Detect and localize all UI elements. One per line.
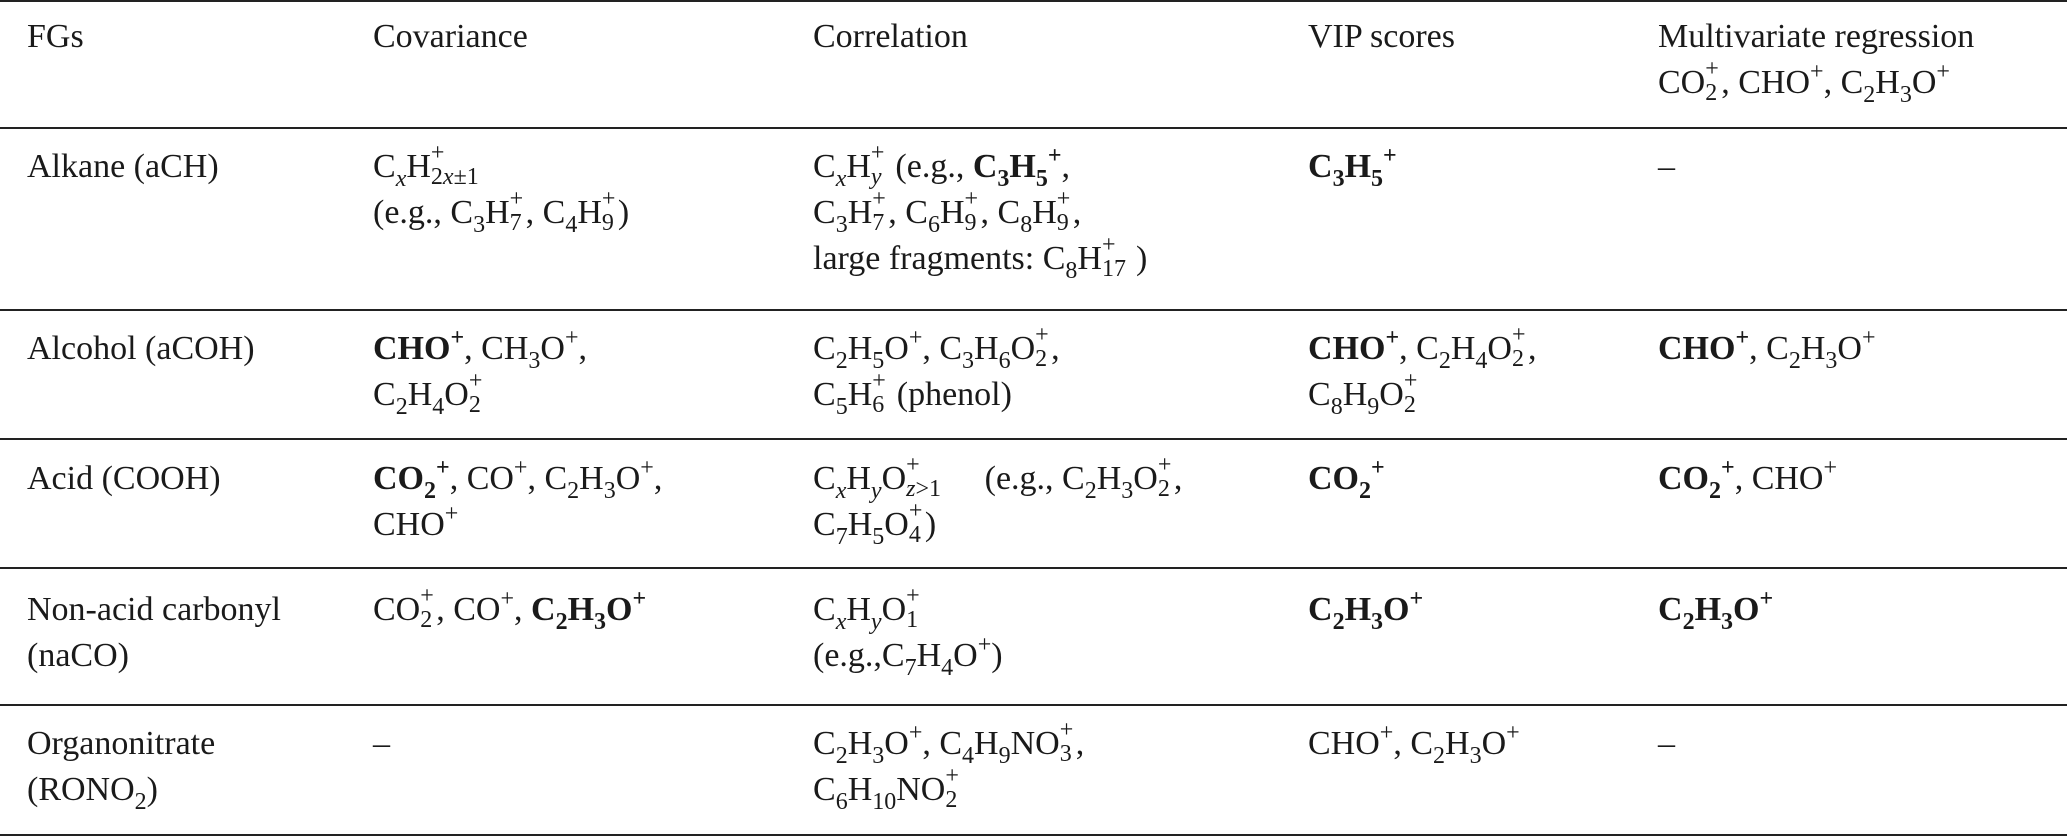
row-organonitrate-fg: Organonitrate (RONO2) [27, 725, 216, 815]
row-alcohol-correlation: C2H5O+, C3H6O +2, C5H +6 (phenol) [813, 322, 1060, 420]
row-acid-fg: Acid (COOH) [27, 460, 221, 497]
row-alkane-vip: C3H5+ [1308, 143, 1397, 192]
row-rule [0, 309, 2067, 311]
header-covariance: Covariance [373, 18, 528, 55]
row-alkane-mvr: – [1658, 148, 1675, 185]
row-alkane-correlation: CxH + y (e.g., C3H5+, C3H +7, C6H +9, C8H +9,… [813, 140, 1148, 284]
row-nonacid-carbonyl-mvr: C2H3O+ [1658, 586, 1774, 635]
row-acid-mvr: CO2+, CHO+ [1658, 455, 1838, 504]
row-rule [0, 704, 2067, 706]
row-organonitrate-covariance: – [373, 725, 390, 762]
table-bottom-rule [0, 834, 2067, 836]
row-rule [0, 438, 2067, 440]
row-nonacid-carbonyl-covariance: CO +2, CO+, C2H3O+ [373, 583, 647, 635]
row-rule [0, 567, 2067, 569]
row-alkane-fg: Alkane (aCH) [27, 148, 219, 185]
row-alcohol-mvr: CHO+, C2H3O+ [1658, 325, 1876, 374]
row-acid-covariance: CO2+, CO+, C2H3O+, CHO+ [373, 455, 663, 543]
row-nonacid-carbonyl-vip: C2H3O+ [1308, 586, 1424, 635]
row-nonacid-carbonyl-correlation: CxHyO +1 (e.g.,C7H4O+) [813, 583, 1003, 681]
mvr-ions: CO +2, CHO+, C2H3O+ [1658, 56, 1950, 108]
header-rule [0, 127, 2067, 129]
header-vip: VIP scores [1308, 18, 1455, 55]
table-top-rule [0, 0, 2067, 2]
row-alcohol-vip: CHO+, C2H4O +2, C8H9O +2 [1308, 322, 1537, 420]
header-fgs: FGs [27, 18, 84, 55]
mvr-title: Multivariate regression [1658, 18, 1975, 55]
row-alkane-covariance: CxH +2x±1 (e.g., C3H +7, C4H +9) [373, 140, 630, 238]
row-nonacid-carbonyl-fg: Non-acid carbonyl (naCO) [27, 591, 281, 674]
row-organonitrate-vip: CHO+, C2H3O+ [1308, 720, 1520, 769]
row-alcohol-covariance: CHO+, CH3O+, C2H4O +2 [373, 325, 587, 420]
row-acid-vip: CO2+ [1308, 455, 1385, 504]
row-organonitrate-correlation: C2H3O+, C4H9NO +3, C6H10NO +2 [813, 717, 1085, 815]
header-multivariate-regression: Multivariate regression CO +2, CHO+, C2H3… [1658, 14, 1975, 108]
row-acid-correlation: CxHyO + z>1 (e.g., C2H3O +2, C7H5O +4) [813, 452, 1183, 550]
header-correlation: Correlation [813, 18, 968, 55]
row-organonitrate-mvr: – [1658, 725, 1675, 762]
row-alcohol-fg: Alcohol (aCOH) [27, 330, 255, 367]
